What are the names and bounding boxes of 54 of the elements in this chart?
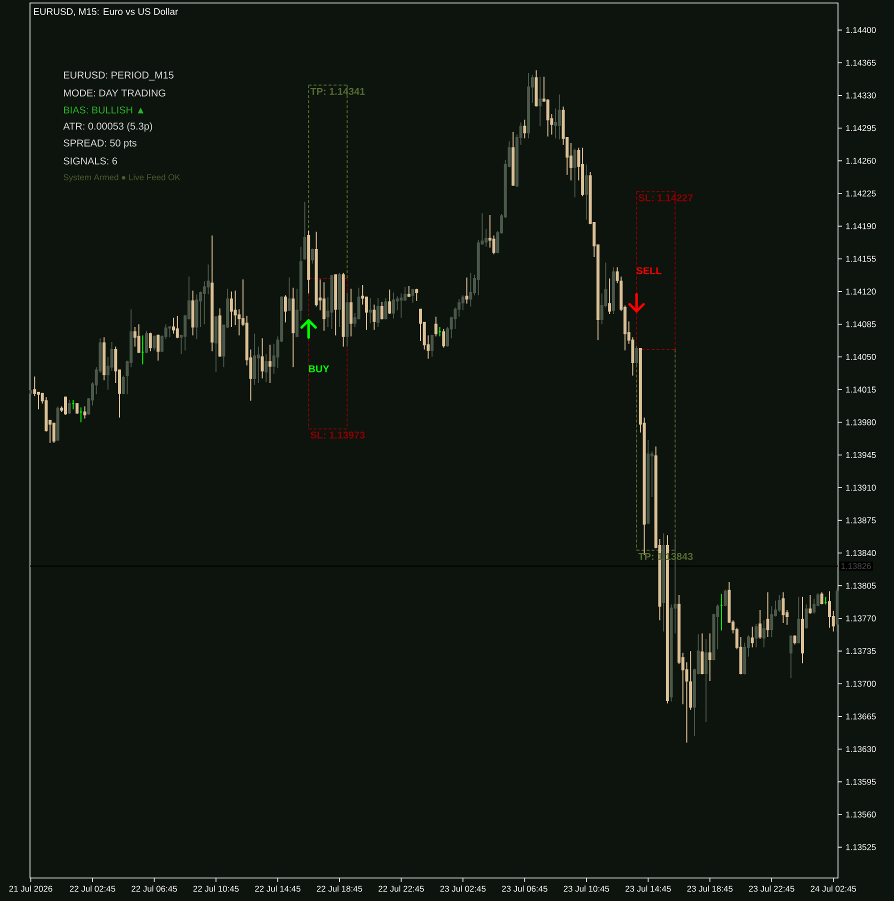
y-tick-label: 1.14085 xyxy=(846,321,876,328)
y-tick-label: 1.13910 xyxy=(846,484,876,491)
y-tick-label: 1.14260 xyxy=(846,158,876,164)
x-tick-label: 22 Jul 10:45 xyxy=(193,886,239,892)
y-tick-label: 1.14120 xyxy=(846,288,876,295)
y-tick-label: 1.13840 xyxy=(846,550,876,556)
x-tick-label: 21 Jul 2026 xyxy=(9,886,52,892)
y-tick-label: 1.14050 xyxy=(846,354,876,360)
text: SELL xyxy=(636,267,662,274)
x-tick-label: 23 Jul 06:45 xyxy=(502,886,548,892)
y-tick-label: 1.14190 xyxy=(846,223,876,230)
x-tick-label: 23 Jul 14:45 xyxy=(626,886,671,892)
y-tick-label: 1.14015 xyxy=(846,386,876,393)
y-tick-label: 1.14330 xyxy=(846,92,876,98)
x-tick-label: 23 Jul 18:45 xyxy=(687,886,733,892)
x-tick-label: 23 Jul 02:45 xyxy=(440,886,486,892)
y-tick-label: 1.13525 xyxy=(846,844,876,850)
annotation: SL: 1.13973 xyxy=(310,432,365,439)
x-tick-label: 22 Jul 18:45 xyxy=(316,886,362,892)
y-tick-label: 1.13945 xyxy=(846,452,876,458)
annotation: BIAS: BULLISH ▲ xyxy=(64,106,144,114)
text: BUY xyxy=(308,365,330,372)
y-tick-label: 1.13560 xyxy=(846,812,876,818)
y-tick-label: 1.14155 xyxy=(846,256,876,262)
x-tick-label: 24 Jul 02:45 xyxy=(810,886,856,892)
y-tick-label: 1.13595 xyxy=(846,778,876,785)
y-tick-label: 1.14295 xyxy=(846,125,876,132)
y-tick-label: 1.13980 xyxy=(846,419,876,426)
y-tick-label: 1.13665 xyxy=(846,713,876,720)
y-tick-label: 1.13630 xyxy=(846,746,876,752)
annotation: EURUSD: PERIOD_M15 xyxy=(64,72,174,80)
ref-line-label: 1.13826 xyxy=(841,563,871,570)
y-tick-label: 1.13805 xyxy=(846,582,876,589)
annotation: SIGNALS: 6 xyxy=(64,157,118,165)
annotation: SL: 1.14227 xyxy=(638,194,693,202)
chart-title: EURUSD, M15: Euro vs US Dollar xyxy=(34,8,178,16)
annotation: TP: 1.14341 xyxy=(310,88,365,95)
y-tick-label: 1.13875 xyxy=(846,517,876,524)
x-tick-label: 22 Jul 06:45 xyxy=(132,886,177,892)
x-tick-label: 23 Jul 22:45 xyxy=(748,886,794,892)
annotation: System Armed ● Live Feed OK xyxy=(64,174,180,182)
annotation: SPREAD: 50 pts xyxy=(64,139,136,148)
y-tick-label: 1.13770 xyxy=(846,615,876,622)
x-tick-label: 22 Jul 14:45 xyxy=(255,886,300,892)
y-tick-label: 1.14400 xyxy=(846,27,876,34)
y-tick-label: 1.14365 xyxy=(846,60,876,66)
x-tick-label: 22 Jul 02:45 xyxy=(70,886,116,892)
y-tick-label: 1.13735 xyxy=(846,648,876,654)
annotation: ATR: 0.00053 (5.3p) xyxy=(63,122,152,132)
x-tick-label: 23 Jul 10:45 xyxy=(564,886,610,892)
annotation: MODE: DAY TRADING xyxy=(64,89,166,97)
y-tick-label: 1.14225 xyxy=(846,190,876,196)
y-tick-label: 1.13700 xyxy=(846,680,876,687)
x-tick-label: 22 Jul 22:45 xyxy=(378,886,424,892)
